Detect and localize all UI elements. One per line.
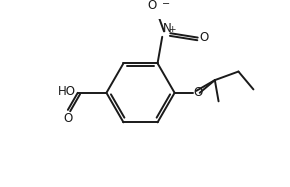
Text: O: O — [193, 86, 203, 99]
Text: +: + — [168, 25, 176, 34]
Text: O: O — [147, 0, 156, 12]
Text: O: O — [200, 31, 209, 44]
Text: O: O — [63, 112, 72, 125]
Text: −: − — [162, 0, 170, 9]
Text: N: N — [163, 22, 172, 35]
Text: HO: HO — [58, 85, 76, 98]
